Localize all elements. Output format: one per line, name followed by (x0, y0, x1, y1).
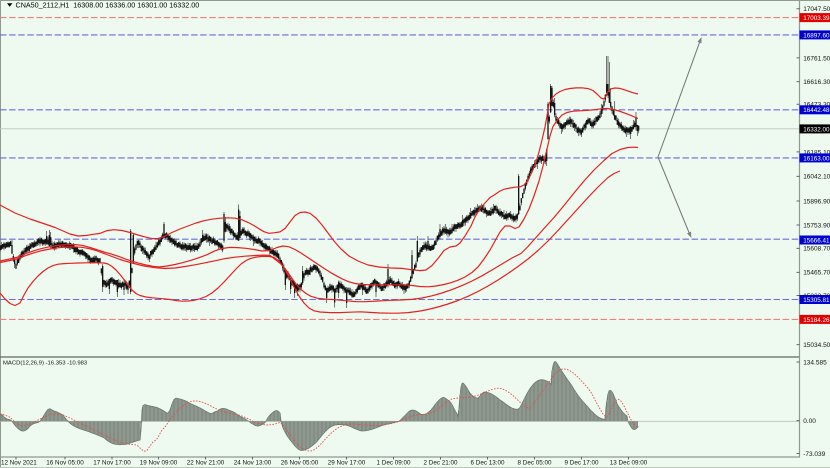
svg-text:16761.50: 16761.50 (803, 55, 830, 62)
svg-text:15034.50: 15034.50 (803, 342, 830, 349)
svg-text:16473.30: 16473.30 (803, 102, 830, 109)
svg-text:1 Dec 09:00: 1 Dec 09:00 (377, 460, 411, 467)
svg-text:22 Nov 21:00: 22 Nov 21:00 (187, 460, 225, 467)
svg-text:9 Dec 17:00: 9 Dec 17:00 (565, 460, 599, 467)
svg-text:15465.70: 15465.70 (803, 270, 830, 277)
svg-text:134.585: 134.585 (803, 359, 827, 366)
svg-text:15184.26: 15184.26 (803, 317, 830, 324)
svg-text:29 Nov 17:00: 29 Nov 17:00 (328, 460, 366, 467)
svg-text:15896.90: 15896.90 (803, 198, 830, 205)
svg-text:15305.81: 15305.81 (803, 297, 830, 304)
svg-text:MACD(12,26,9) -16.353 -10.983: MACD(12,26,9) -16.353 -10.983 (3, 360, 88, 366)
svg-text:24 Nov 13:00: 24 Nov 13:00 (234, 460, 272, 467)
svg-text:15753.90: 15753.90 (803, 222, 830, 229)
svg-text:16897.60: 16897.60 (803, 32, 830, 39)
svg-text:6 Dec 13:00: 6 Dec 13:00 (471, 460, 505, 467)
svg-text:17003.39: 17003.39 (803, 15, 830, 22)
svg-text:16185.10: 16185.10 (803, 149, 830, 156)
svg-text:13 Dec 09:00: 13 Dec 09:00 (610, 460, 648, 467)
svg-text:15608.70: 15608.70 (803, 246, 830, 253)
svg-text:16163.00: 16163.00 (803, 155, 830, 162)
svg-text:0.00: 0.00 (803, 418, 816, 425)
svg-text:CNA50_2112,H1 16308.00 16336.: CNA50_2112,H1 16308.00 16336.00 16301.00… (16, 1, 200, 10)
svg-text:16332.00: 16332.00 (803, 126, 830, 133)
svg-text:12 Nov 2021: 12 Nov 2021 (1, 460, 37, 467)
svg-text:26 Nov 05:00: 26 Nov 05:00 (281, 460, 319, 467)
svg-text:15666.41: 15666.41 (803, 237, 830, 244)
svg-text:16442.48: 16442.48 (803, 107, 830, 114)
svg-text:16042.10: 16042.10 (803, 174, 830, 181)
svg-text:17047.50: 17047.50 (803, 6, 830, 13)
svg-text:2 Dec 21:00: 2 Dec 21:00 (424, 460, 458, 467)
svg-text:16616.30: 16616.30 (803, 79, 830, 86)
svg-text:-73.039: -73.039 (803, 451, 825, 458)
svg-text:16 Nov 05:00: 16 Nov 05:00 (46, 460, 84, 467)
svg-text:17 Nov 17:00: 17 Nov 17:00 (93, 460, 131, 467)
svg-text:19 Nov 09:00: 19 Nov 09:00 (140, 460, 178, 467)
svg-text:8 Dec 05:00: 8 Dec 05:00 (518, 460, 552, 467)
